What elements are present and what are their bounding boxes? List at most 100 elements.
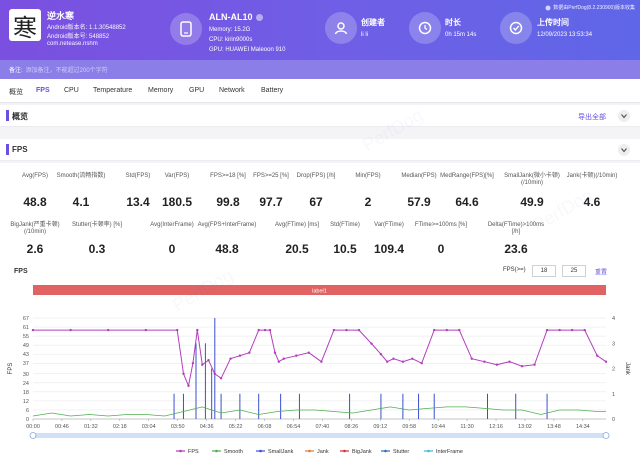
stat-value: 67 [309, 195, 323, 209]
app-name: 逆水寒 [47, 11, 75, 21]
fps-section-title: FPS [12, 145, 28, 154]
x-tick-label: 00:00 [26, 424, 40, 430]
x-tick-label: 01:32 [84, 424, 98, 430]
stat-value: 4.6 [583, 195, 601, 209]
user-icon [325, 12, 357, 44]
y-tick-label: 37 [23, 361, 29, 367]
reset-button[interactable]: 重置 [595, 270, 608, 276]
legend-marker [179, 449, 182, 453]
legend-item[interactable]: Stutter [393, 449, 409, 455]
label-bar [33, 285, 606, 295]
legend-item[interactable]: SmallJank [268, 449, 294, 455]
fps-point [458, 328, 461, 332]
y-tick-label: 43 [23, 352, 29, 358]
fps-point [257, 328, 260, 332]
chevron-down-icon [621, 114, 627, 119]
stat-label: FPS>=18 [%] [210, 173, 246, 179]
chart-title: FPS [14, 268, 28, 275]
legend-item[interactable]: InterFrame [436, 449, 463, 455]
stat-value: 2.6 [26, 242, 44, 256]
legend-item[interactable]: BigJank [352, 449, 372, 455]
tab-fps[interactable]: FPS [36, 87, 50, 94]
note-input[interactable]: 添加备注，不能超过200个字符 [25, 68, 108, 74]
export-all-link[interactable]: 导出全部 [578, 114, 606, 121]
legend-marker [384, 449, 387, 453]
y-tick-label: 0 [26, 417, 29, 423]
fps-threshold-input-1[interactable]: 18 [532, 265, 556, 277]
stat-value: 23.6 [504, 242, 528, 256]
legend-marker [308, 449, 311, 453]
fps-point [433, 328, 436, 332]
range-handle-right[interactable] [602, 432, 610, 439]
stat-value: 0.3 [88, 242, 106, 256]
y-tick-label: 6 [26, 408, 29, 414]
tab-temperature[interactable]: Temperature [93, 87, 133, 94]
legend-item[interactable]: Jank [317, 449, 329, 455]
x-tick-label: 07:40 [316, 424, 330, 430]
stat-value: 49.9 [520, 195, 544, 209]
fps-point [207, 359, 210, 362]
fps-point [604, 360, 608, 363]
device-model: ALN-AL10 [209, 12, 263, 22]
tab-overview[interactable]: 概览 [9, 89, 23, 96]
fps-point [263, 328, 267, 332]
fps-point [182, 372, 185, 375]
x-tick-label: 05:22 [229, 424, 243, 430]
x-tick-label: 03:50 [171, 424, 185, 430]
tab-gpu[interactable]: GPU [189, 87, 205, 94]
label-bar-text: label1 [312, 289, 327, 295]
x-tick-label: 04:36 [200, 424, 214, 430]
stat-label: Avg(FPS) [22, 173, 48, 179]
y-tick-label: 67 [23, 316, 29, 322]
fps-panel-body [0, 163, 640, 458]
stat-label: Median(FPS) [401, 173, 437, 179]
stat-label: FPS>=25 [%] [253, 173, 289, 179]
fps-point [295, 354, 298, 357]
range-slider-track [33, 433, 606, 438]
fps-threshold-input-2[interactable]: 25 [562, 265, 586, 277]
upload-label: 上传时间 [537, 18, 569, 27]
legend-item[interactable]: FPS [188, 449, 199, 455]
fps-point [69, 328, 72, 332]
fps-collapse-button[interactable] [618, 144, 630, 156]
x-tick-label: 08:26 [344, 424, 358, 430]
tab-memory[interactable]: Memory [148, 87, 174, 94]
stat-label: BigJank(严重卡顿)(/10min) [10, 222, 60, 235]
section-accent [6, 144, 9, 155]
stat-value: 57.9 [407, 195, 431, 209]
overview-collapse-button[interactable] [618, 110, 630, 122]
report-header: 寒 逆水寒 Android版本名: 1.1.30548852 Android版本… [0, 0, 640, 60]
creator-value: li li [361, 32, 368, 38]
tab-battery[interactable]: Battery [261, 87, 284, 94]
fps-point [196, 328, 199, 332]
range-handle-left[interactable] [29, 432, 37, 439]
stat-label: Avg(FPS+InterFrame) [197, 222, 257, 228]
fps-point [445, 328, 448, 332]
stat-value: 180.5 [161, 195, 193, 209]
android-version: Android版本名: 1.1.30548852 [47, 25, 126, 31]
stat-label: Smooth(流畅指数) [56, 173, 106, 179]
fps-point [392, 357, 395, 360]
tab-cpu[interactable]: CPU [64, 87, 79, 94]
android-code: Android版本号: 548852 [47, 34, 110, 40]
fps-point [533, 363, 536, 366]
stat-value: 64.6 [455, 195, 479, 209]
fps-series-line [33, 329, 607, 388]
legend-item[interactable]: Smooth [224, 449, 243, 455]
x-tick-label: 13:02 [518, 424, 532, 430]
fps-point [370, 342, 373, 345]
fps-point [332, 328, 336, 332]
fps-point [386, 360, 389, 363]
fps-point [558, 328, 561, 332]
fps-point [596, 354, 599, 357]
overview-title: 概览 [12, 112, 28, 121]
device-info-icon[interactable] [255, 14, 263, 22]
x-tick-label: 00:46 [55, 424, 69, 430]
x-tick-label: 02:18 [113, 424, 127, 430]
fps-point [187, 384, 190, 387]
fps-point [520, 365, 524, 368]
tab-network[interactable]: Network [219, 87, 245, 94]
stat-label: SmallJank(微小卡顿)(/10min) [504, 173, 560, 186]
